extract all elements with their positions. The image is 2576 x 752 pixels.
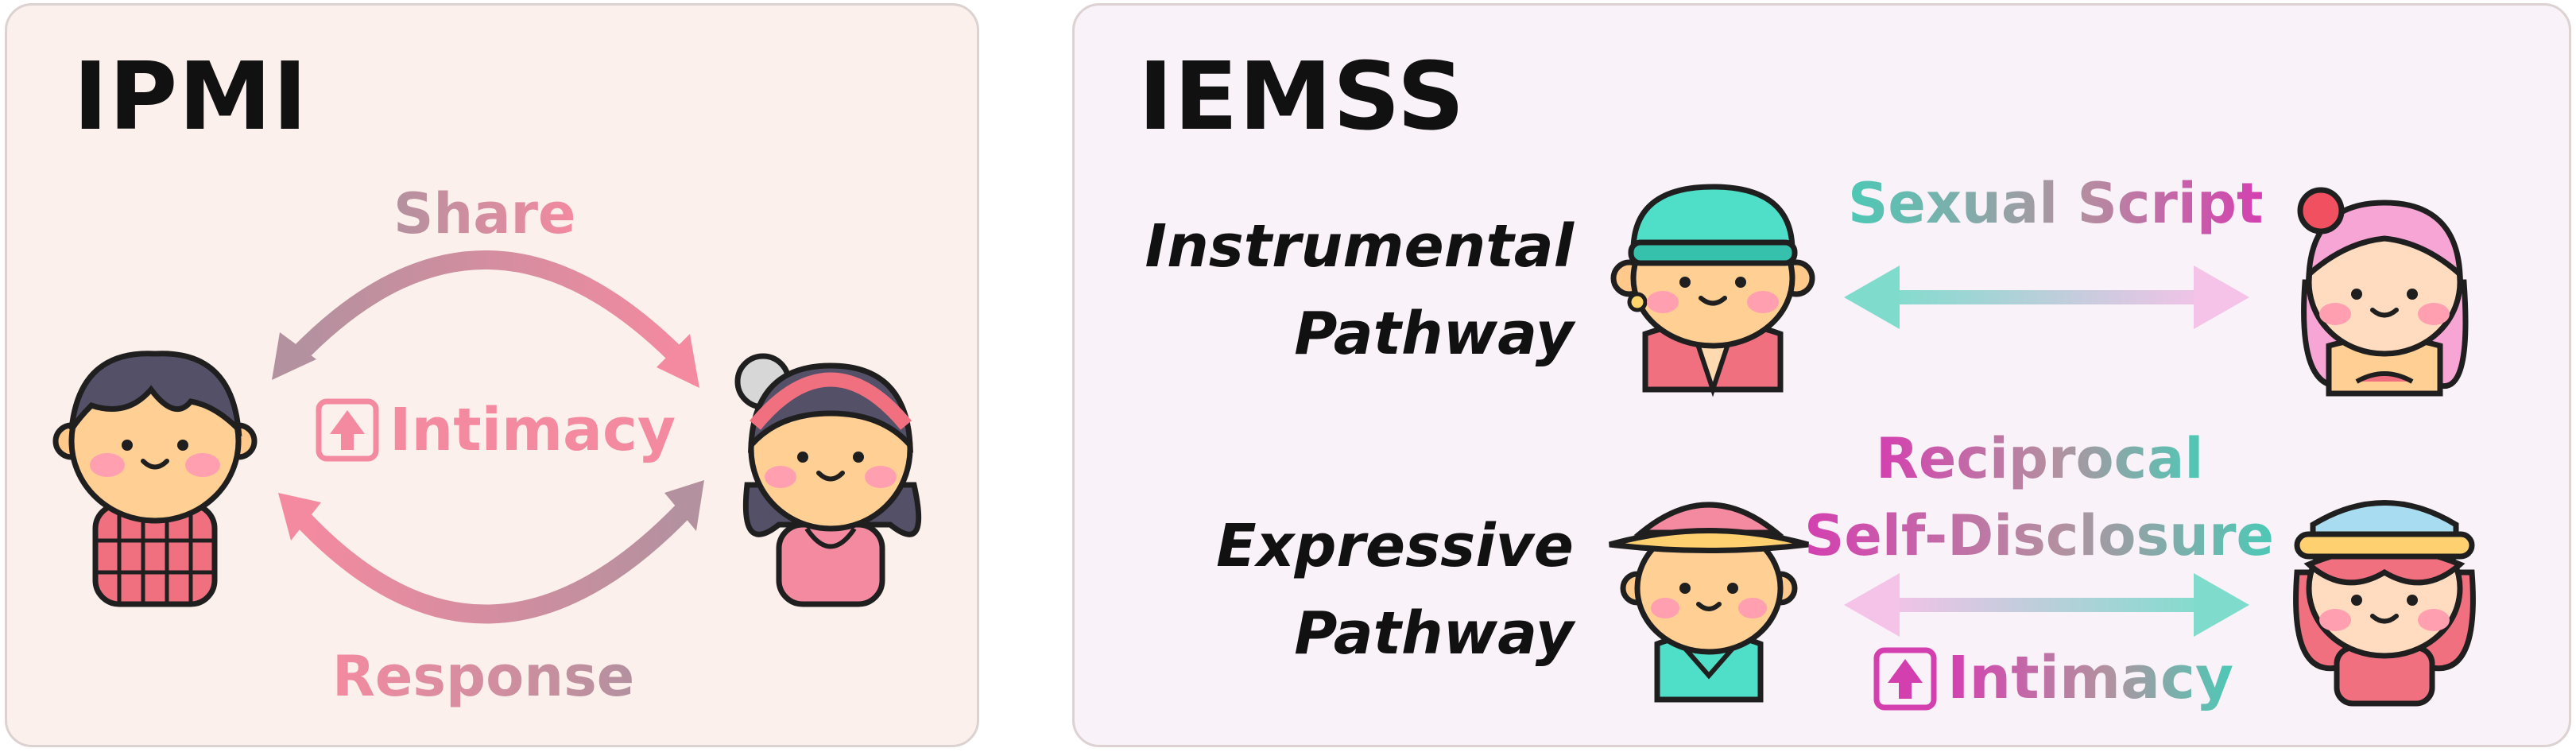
iemss-title: IEMSS [1138,41,1466,151]
instrumental-label: Instrumental Pathway [1113,203,1574,378]
intimacy-label-left: Intimacy [389,396,676,464]
person-girl-icon [734,353,922,607]
response-arrow [278,480,704,624]
person-beanie-icon [1610,184,1815,397]
intimacy-label-right: Intimacy [1947,644,2234,712]
instrumental-line2: Pathway [1294,300,1574,368]
up-arrow-box-icon [1873,647,1937,711]
share-arrow [272,250,699,388]
sexual-script-double-arrow [1844,266,2249,329]
person-blue-hat-icon [2293,500,2476,707]
person-straw-hat-icon [1609,502,1809,703]
reciprocal-label-line2: Self-Disclosure [1804,503,2275,568]
ipmi-title: IPMI [73,41,308,151]
up-arrow-box-icon [316,398,379,462]
share-label: Share [393,181,576,246]
response-label: Response [332,644,635,709]
reciprocal-label-line1: Reciprocal [1876,426,2204,491]
person-boy-icon [52,351,258,607]
instrumental-line1: Instrumental [1145,212,1574,281]
sexual-script-label: Sexual Script [1848,171,2264,236]
expressive-label: Expressive Pathway [1113,502,1574,677]
reciprocal-double-arrow [1844,573,2249,637]
expressive-line1: Expressive [1216,512,1574,580]
expressive-line2: Pathway [1294,599,1574,668]
person-rose-hair-icon [2297,187,2469,397]
